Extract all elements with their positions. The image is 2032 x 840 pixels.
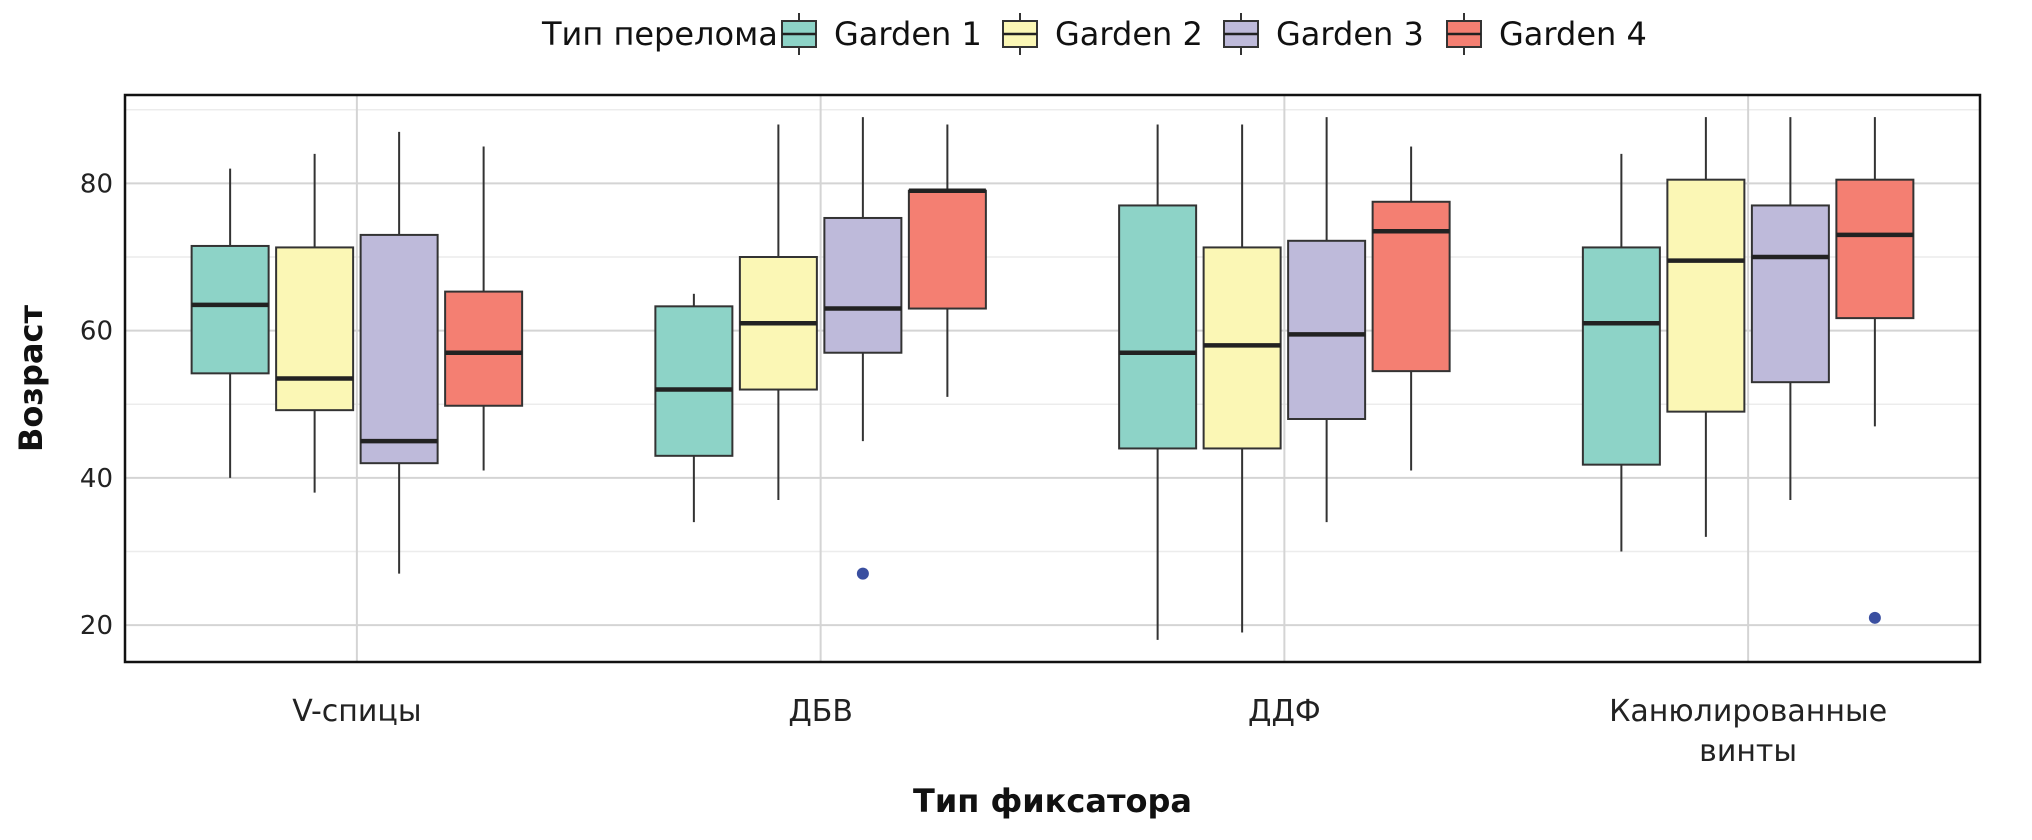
legend-item: Garden 1 — [781, 13, 982, 55]
outlier-point — [856, 567, 869, 580]
x-category-label: Канюлированные — [1609, 694, 1887, 729]
iqr-box — [823, 216, 903, 354]
iqr-box — [359, 233, 439, 465]
box-garden-4 — [444, 146, 524, 471]
legend-title: Тип перелома — [541, 15, 778, 53]
box-garden-1 — [190, 168, 270, 478]
x-category-label: ДБВ — [788, 694, 853, 729]
legend-item: Garden 4 — [1446, 13, 1647, 55]
x-category-label: V-спицы — [292, 694, 421, 729]
iqr-box — [1118, 204, 1198, 450]
y-tick-label: 60 — [80, 317, 113, 347]
iqr-box — [190, 244, 270, 375]
y-tick-label: 40 — [80, 464, 113, 494]
iqr-box — [654, 305, 734, 457]
iqr-box — [444, 290, 524, 407]
iqr-box — [1666, 178, 1746, 413]
legend-label: Garden 4 — [1499, 15, 1647, 53]
iqr-box — [1202, 246, 1282, 450]
box-garden-2 — [738, 124, 818, 500]
iqr-box — [1287, 239, 1367, 420]
legend: Тип перелома Garden 1 Garden 2 Garden 3 Gard… — [541, 13, 1647, 55]
boxes — [190, 117, 1915, 640]
box-garden-2 — [1202, 124, 1282, 633]
y-axis-ticks: 20 40 60 80 — [80, 169, 113, 641]
box-garden-2 — [275, 153, 355, 493]
box-garden-1 — [1118, 124, 1198, 640]
y-tick-label: 20 — [80, 611, 113, 641]
legend-item: Garden 2 — [1002, 13, 1203, 55]
legend-label: Garden 2 — [1055, 15, 1203, 53]
legend-label: Garden 1 — [834, 15, 982, 53]
iqr-box — [275, 246, 355, 412]
box-garden-3 — [823, 117, 903, 580]
iqr-box — [1835, 178, 1915, 320]
legend-item: Garden 3 — [1223, 13, 1424, 55]
y-axis-title: Возраст — [12, 305, 50, 452]
iqr-box — [1581, 246, 1661, 466]
y-tick-label: 80 — [80, 169, 113, 199]
iqr-box — [1371, 200, 1451, 373]
x-category-label: винты — [1699, 734, 1797, 769]
x-axis-title: Тип фиксатора — [913, 782, 1192, 820]
box-garden-3 — [1750, 117, 1830, 500]
legend-label: Garden 3 — [1276, 15, 1424, 53]
iqr-box — [1750, 204, 1830, 384]
box-garden-1 — [1581, 153, 1661, 552]
iqr-box — [907, 189, 987, 310]
box-garden-3 — [1287, 117, 1367, 523]
box-garden-1 — [654, 293, 734, 523]
outlier-point — [1868, 611, 1881, 624]
box-garden-4 — [907, 124, 987, 397]
box-garden-4 — [1371, 146, 1451, 471]
box-garden-3 — [359, 131, 439, 574]
box-garden-2 — [1666, 117, 1746, 537]
box-garden-4 — [1835, 117, 1915, 624]
x-axis-ticks: V-спицы ДБВ ДДФ Канюлированные винты — [292, 694, 1887, 769]
x-category-label: ДДФ — [1248, 694, 1321, 729]
plot-frame — [123, 93, 1982, 664]
